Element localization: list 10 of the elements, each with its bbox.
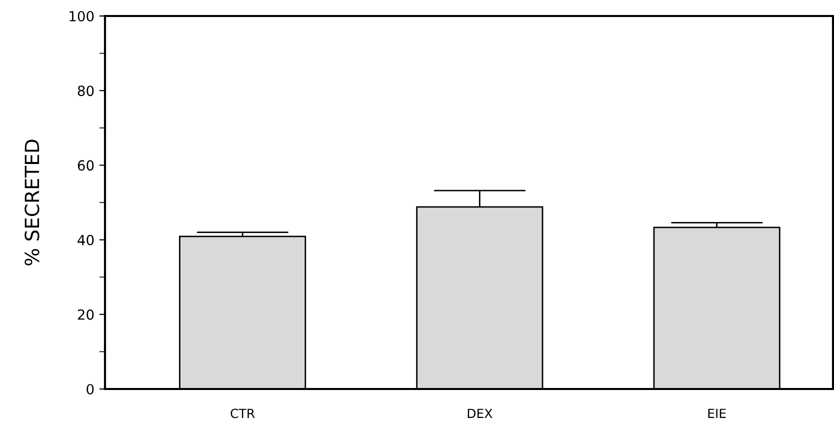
- y-tick-label: 0: [86, 384, 94, 394]
- x-tick-label: EIE: [708, 408, 726, 418]
- y-tick-label: 20: [78, 309, 94, 320]
- y-tick-label: 100: [70, 10, 94, 22]
- y-tick-label: 80: [78, 86, 94, 96]
- y-tick-label: 40: [78, 234, 94, 246]
- y-axis-title: % SECRETED: [24, 140, 40, 266]
- x-tick-label: DEX: [468, 408, 492, 418]
- y-tick-label: 60: [78, 160, 94, 171]
- x-tick-label: CTR: [230, 408, 255, 418]
